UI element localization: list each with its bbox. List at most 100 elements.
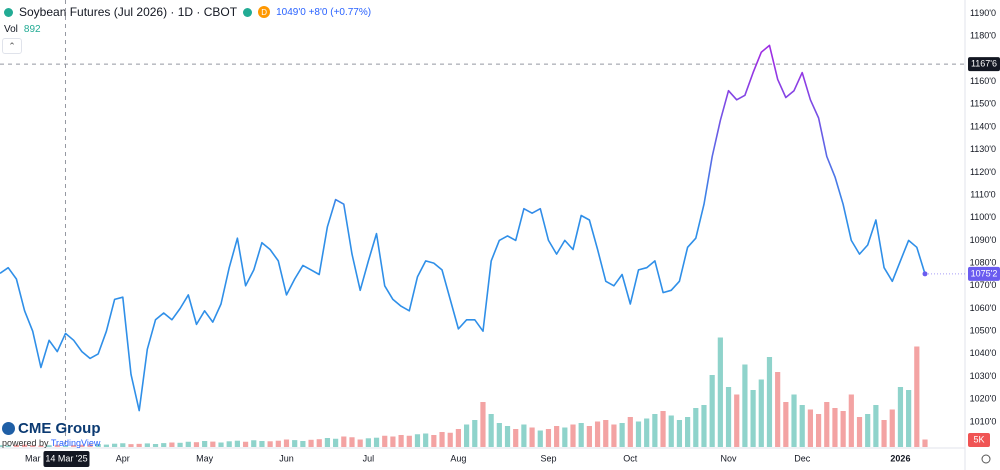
volume-bar xyxy=(242,441,249,447)
x-tick-label: Jun xyxy=(279,453,294,463)
crosshair-price-label: 1167'6 xyxy=(971,58,997,68)
crosshair-date-label: 14 Mar '25 xyxy=(45,453,87,463)
volume-bar xyxy=(701,405,707,447)
volume-bar xyxy=(693,408,699,447)
volume-bar xyxy=(832,408,838,447)
volume-bar xyxy=(38,445,44,447)
volume-bar xyxy=(226,441,232,447)
volume-bar xyxy=(586,426,592,447)
volume-bar xyxy=(619,423,625,447)
volume-bar xyxy=(423,433,429,447)
collapse-button[interactable]: ⌃ xyxy=(2,38,22,54)
y-tick-label: 1160'0 xyxy=(970,76,996,86)
volume-bar xyxy=(251,440,257,447)
volume-bar xyxy=(62,445,69,447)
volume-bar xyxy=(144,443,150,447)
volume-bar xyxy=(529,427,535,447)
volume-bar xyxy=(185,441,191,447)
volume-bar xyxy=(685,417,691,447)
tv-text[interactable]: TradingView xyxy=(50,438,101,448)
volume-bar xyxy=(0,445,3,447)
volume-bar xyxy=(259,441,265,447)
volume-bar xyxy=(644,418,650,447)
y-tick-label: 1040'0 xyxy=(970,348,997,358)
volume-bar xyxy=(455,429,462,447)
volume-bar xyxy=(603,420,609,447)
volume-bar xyxy=(447,432,453,447)
volume-bar xyxy=(676,420,683,447)
y-tick-label: 1080'0 xyxy=(970,258,997,268)
volume-bar xyxy=(431,435,437,447)
volume-bar xyxy=(791,394,797,447)
y-tick-label: 1110'0 xyxy=(970,189,995,199)
volume-bar xyxy=(668,415,674,447)
volume-bar xyxy=(627,417,633,447)
volume-bar xyxy=(922,439,928,447)
volume-bar xyxy=(283,439,290,447)
volume-bar xyxy=(136,443,142,447)
volume-bar xyxy=(660,411,666,447)
x-tick-label: Sep xyxy=(540,453,556,463)
volume-bar xyxy=(709,375,715,447)
volume-bar xyxy=(799,405,805,447)
y-tick-label: 1130'0 xyxy=(970,144,996,154)
volume-bar xyxy=(537,430,543,447)
volume-bar xyxy=(766,357,773,447)
volume-bar xyxy=(488,414,494,447)
volume-bar xyxy=(889,409,895,447)
volume-bar xyxy=(840,411,846,447)
volume-bar xyxy=(775,372,781,447)
volume-bar xyxy=(128,444,134,447)
volume-bar xyxy=(906,390,912,447)
x-tick-label: May xyxy=(196,453,214,463)
volume-bar xyxy=(365,438,371,447)
volume-bar xyxy=(95,444,101,447)
volume-bar xyxy=(13,444,19,447)
volume-bar xyxy=(758,379,764,447)
price-line xyxy=(0,44,926,412)
x-tick-label: Jul xyxy=(363,453,375,463)
volume-bar xyxy=(439,432,445,447)
volume-bar xyxy=(341,436,347,447)
volume-bar xyxy=(750,390,756,447)
y-tick-label: 1090'0 xyxy=(970,235,997,245)
volume-bar xyxy=(856,417,863,447)
volume-bar xyxy=(406,435,412,447)
x-tick-label: Apr xyxy=(116,453,130,463)
powered-text: powered by xyxy=(2,438,49,448)
volume-bar xyxy=(120,443,126,447)
y-tick-label: 1060'0 xyxy=(970,303,997,313)
last-volume-label: 5K xyxy=(973,434,984,444)
volume-bar xyxy=(570,424,576,447)
volume-bar xyxy=(357,439,363,447)
volume-bar xyxy=(496,423,502,447)
volume-bar xyxy=(177,442,183,447)
volume-bar xyxy=(742,364,748,447)
volume-bar xyxy=(382,435,388,447)
volume-bar xyxy=(5,445,11,447)
y-tick-label: 1050'0 xyxy=(970,326,997,336)
crosshair-date-bg xyxy=(43,451,90,467)
volume-bar xyxy=(169,442,175,447)
x-tick-label: Mar xyxy=(25,453,41,463)
volume-bar xyxy=(30,445,36,447)
y-tick-label: 1180'0 xyxy=(970,31,996,41)
volume-bar xyxy=(725,387,732,447)
volume-bar xyxy=(578,423,584,447)
volume-bar xyxy=(234,440,240,447)
volume-bar xyxy=(734,394,740,447)
settings-button[interactable] xyxy=(981,454,991,464)
cme-logo xyxy=(2,422,15,435)
volume-bar xyxy=(472,420,478,447)
volume-bar xyxy=(717,337,723,447)
y-tick-label: 1150'0 xyxy=(970,99,996,109)
volume-bar xyxy=(554,426,560,447)
x-tick-label: Oct xyxy=(623,453,638,463)
symbol-title[interactable]: Soybean Futures (Jul 2026) · 1D · CBOT xyxy=(19,5,238,19)
crosshair-price-label-bg xyxy=(968,57,1000,72)
volume-bar xyxy=(513,429,519,447)
y-tick-label: 1100'0 xyxy=(970,212,996,222)
volume-bar xyxy=(275,440,281,447)
volume-bar xyxy=(161,443,167,447)
